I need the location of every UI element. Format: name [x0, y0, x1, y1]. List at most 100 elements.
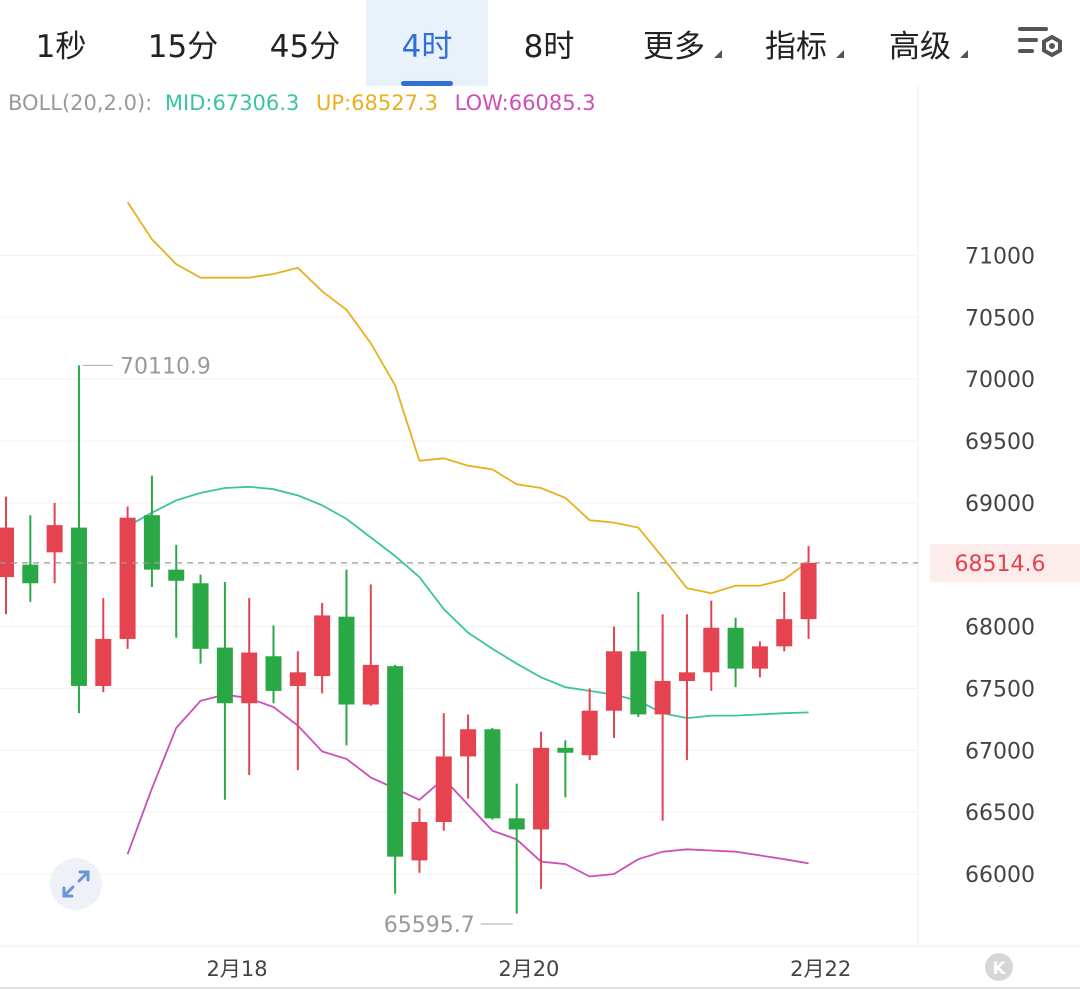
candle [119, 506, 136, 649]
candle-body [557, 747, 574, 753]
candle [654, 614, 671, 821]
low-price-label: 65595.7 [384, 913, 475, 938]
tab-advanced[interactable]: 高级 [866, 0, 974, 86]
candle-body [508, 818, 525, 830]
candle-body [533, 747, 550, 830]
candle-body [119, 517, 136, 639]
active-tab-indicator [401, 81, 453, 86]
x-tick-label: 2月18 [206, 957, 267, 981]
candle-body [460, 729, 477, 757]
candle-body [289, 672, 306, 686]
candle [265, 625, 282, 704]
candle [168, 544, 185, 638]
boll-mid-value: MID:67306.3 [165, 91, 299, 115]
boll-name: BOLL(20,2.0): [8, 91, 152, 115]
candle [435, 713, 452, 831]
candle [460, 714, 477, 799]
candle [606, 626, 622, 738]
candle [678, 614, 695, 761]
candle-body [22, 564, 39, 584]
candle-body [168, 569, 185, 581]
boll-mid-line [127, 485, 809, 720]
candle [46, 502, 63, 584]
candle [411, 808, 428, 873]
tab-label: 4时 [401, 28, 453, 65]
candle-body [143, 515, 160, 570]
candle-body [70, 527, 87, 686]
svg-text:K: K [992, 959, 1006, 979]
tab-indicators[interactable]: 指标 [742, 0, 850, 86]
candle [192, 574, 209, 664]
expand-chart-button[interactable] [50, 858, 102, 910]
candle [776, 591, 793, 652]
candle-body [751, 646, 768, 669]
candle-body [95, 638, 112, 686]
tab-label: 15分 [147, 28, 219, 65]
candle-body [265, 656, 282, 691]
candle-body [435, 756, 452, 823]
candle-body [678, 672, 695, 681]
candle [289, 651, 306, 771]
candle [484, 728, 501, 820]
candle-body [0, 527, 14, 578]
dropdown-triangle-icon [960, 50, 968, 58]
dropdown-triangle-icon [836, 50, 844, 58]
boll-up-value: UP:68527.3 [316, 91, 438, 115]
candle [557, 740, 574, 798]
boll-upper-line [126, 201, 810, 595]
last-price-tag [930, 543, 1080, 582]
candle [143, 475, 160, 587]
chart-grid [0, 86, 1080, 989]
candle-body [314, 615, 331, 677]
candle-body [46, 525, 63, 553]
candle-body [192, 583, 209, 649]
y-tick-label: 69500 [965, 430, 1035, 455]
candle-body [241, 652, 258, 704]
candle [387, 664, 404, 894]
expand-arrows-icon [62, 870, 90, 898]
candle [362, 584, 379, 706]
candle-body [800, 562, 817, 620]
y-tick-label: 70000 [965, 368, 1035, 393]
tab-1s[interactable]: 1秒 [0, 0, 122, 86]
candle [314, 603, 331, 694]
tab-8h[interactable]: 8时 [488, 0, 610, 86]
y-axis: 66000 66500 67000 67500 68000 69000 69500 70000… [965, 244, 1035, 888]
candle [703, 600, 720, 691]
dropdown-triangle-icon [714, 50, 722, 58]
candle-body [727, 627, 744, 669]
candle-body [654, 680, 671, 715]
candle [533, 731, 550, 889]
price-markers: 68514.6 70110.9 65595.7 [0, 354, 1080, 938]
candle [216, 582, 233, 800]
tab-15m[interactable]: 15分 [122, 0, 244, 86]
candle [800, 546, 817, 639]
tab-label: 高级 [889, 28, 951, 65]
settings-gear-icon [1018, 27, 1062, 58]
y-tick-label: 67000 [965, 739, 1035, 764]
candle [241, 598, 258, 776]
candle [338, 569, 355, 746]
candle [70, 365, 87, 714]
tab-label: 45分 [269, 28, 341, 65]
candle [22, 515, 39, 602]
boll-low-value: LOW:66085.3 [455, 91, 596, 115]
candle-body [362, 664, 379, 705]
x-axis: 2月18 2月20 2月22 [206, 957, 851, 981]
candle-body [411, 822, 428, 861]
tab-more[interactable]: 更多 [620, 0, 728, 86]
candle-body [484, 729, 501, 819]
candlestick-chart[interactable]: BOLL(20,2.0): MID:67306.3 UP:68527.3 LOW… [0, 86, 1080, 994]
tab-4h[interactable]: 4时 [366, 0, 488, 86]
candle [751, 641, 768, 678]
candle-body [606, 651, 622, 711]
candle [581, 688, 598, 761]
tab-45m[interactable]: 45分 [244, 0, 366, 86]
candle-body [581, 710, 598, 756]
chart-settings-button[interactable] [1002, 0, 1080, 86]
timeframe-toolbar: 1秒 15分 45分 4时 8时 更多 指标 高级 [0, 0, 1080, 86]
candle-body [630, 651, 647, 715]
candle [0, 496, 14, 615]
y-tick-label: 71000 [965, 244, 1035, 269]
bollinger-bands [126, 201, 810, 878]
